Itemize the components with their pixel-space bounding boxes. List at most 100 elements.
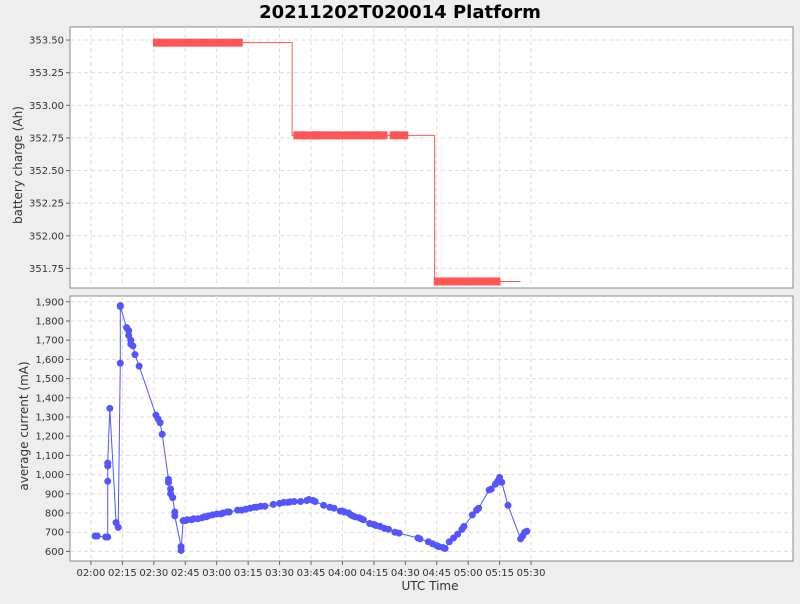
battery-charge-point [209,38,233,47]
average-current-point [320,501,328,509]
battery-charge-point [358,131,373,140]
bottom-plot-grid [70,296,793,561]
average-current-point [116,303,124,311]
average-current-point [129,342,137,350]
average-current-point [104,477,112,485]
battery-charge-point [479,277,497,286]
x-tick-label: 04:00 [328,568,357,579]
average-current-point [523,527,531,535]
battery-charge-point [152,38,168,47]
battery-charge-point [335,131,348,140]
x-axis-ticks: 02:00 02:15 02:30 02:45 03:00 03:15 03:30 03:45… [77,561,546,579]
battery-charge-point [370,131,379,140]
bottom-y-tick-label: 1,600 [35,355,64,366]
battery-charge-point [446,277,461,286]
average-current-point [167,485,175,493]
x-axis-label: UTC Time [402,579,459,593]
battery-charge-point [230,38,243,47]
top-y-tick-label: 352.00 [29,231,64,242]
bottom-y-axis-ticks: 600 700 800 900 1,000 1,100 1,200 1,300 1,400 1,5… [35,297,70,558]
average-current-point [385,525,393,533]
top-plot-background [69,26,794,289]
x-tick-label: 04:45 [422,568,451,579]
top-y-tick-label: 351.75 [29,264,64,275]
battery-charge-point [440,277,451,286]
x-tick-label: 03:30 [265,568,294,579]
top-y-tick-label: 352.50 [29,166,64,177]
battery-charge-series [152,38,521,286]
average-current-point [454,530,462,538]
average-current-point [297,497,305,505]
bottom-y-tick-label: 1,900 [35,297,64,308]
bottom-y-axis-label: average current (mA) [17,361,31,490]
top-y-tick-label: 353.50 [29,36,64,47]
average-current-point [261,502,269,510]
battery-charge-point [467,277,478,286]
x-tick-label: 03:00 [202,568,231,579]
x-tick-label: 05:30 [517,568,546,579]
battery-charge-point [375,131,388,140]
x-tick-label: 03:45 [297,568,326,579]
average-current-point [504,501,512,509]
x-tick-label: 02:45 [171,568,200,579]
average-current-point [125,327,133,335]
battery-charge-point [312,131,321,140]
average-current-point [269,500,277,508]
bottom-y-tick-label: 900 [45,489,64,500]
average-current-point [441,545,449,553]
average-current-point [468,511,476,519]
battery-charge-point [345,131,361,140]
bottom-y-tick-label: 600 [45,547,64,558]
average-current-point [104,533,112,541]
average-current-point [131,351,139,359]
battery-charge-point [196,38,212,47]
x-tick-label: 05:15 [485,568,514,579]
average-current-point [487,485,495,493]
x-tick-label: 02:30 [139,568,168,579]
average-current-point [311,497,319,505]
top-y-tick-label: 352.25 [29,199,64,210]
average-current-point [475,504,483,512]
x-tick-label: 05:00 [454,568,483,579]
battery-charge-point [301,131,317,140]
average-current-point [169,494,177,502]
battery-charge-point [293,131,306,140]
bottom-y-tick-label: 1,500 [35,374,64,385]
battery-charge-point [389,131,400,140]
bottom-y-tick-label: 1,400 [35,393,64,404]
average-current-point [330,504,338,512]
top-y-tick-label: 353.00 [29,101,64,112]
average-current-point [460,522,468,530]
bottom-plot-background [69,295,794,562]
top-y-axis-ticks: 351.75 352.00 352.25 352.50 352.75 353.00 353.… [29,36,70,275]
average-current-point [93,532,101,540]
bottom-y-tick-label: 700 [45,528,64,539]
average-current-point [290,497,298,505]
bottom-y-tick-label: 1,700 [35,336,64,347]
average-current-point [114,523,122,531]
average-current-point [156,419,164,427]
top-y-tick-label: 353.25 [29,68,64,79]
battery-charge-point [398,131,409,140]
average-current-point [225,508,233,516]
average-current-point [135,362,143,370]
chart-title: 20211202T020014 Platform [259,2,541,23]
battery-charge-point [163,38,178,47]
bottom-y-tick-label: 1,200 [35,432,64,443]
average-current-point [395,529,403,537]
average-current-point [416,535,424,543]
bottom-y-tick-label: 1,100 [35,451,64,462]
average-current-point [164,478,172,486]
average-current-point [104,459,112,467]
bottom-y-tick-label: 1,800 [35,316,64,327]
average-current-point [171,512,179,520]
x-tick-label: 02:00 [77,568,106,579]
x-tick-label: 02:15 [108,568,137,579]
average-current-point [106,404,114,412]
average-current-point [359,516,367,524]
average-current-point [177,546,185,554]
bottom-y-tick-label: 800 [45,508,64,519]
bottom-y-tick-label: 1,000 [35,470,64,481]
top-y-axis-label: battery charge (Ah) [11,106,25,224]
battery-charge-point [473,277,482,286]
